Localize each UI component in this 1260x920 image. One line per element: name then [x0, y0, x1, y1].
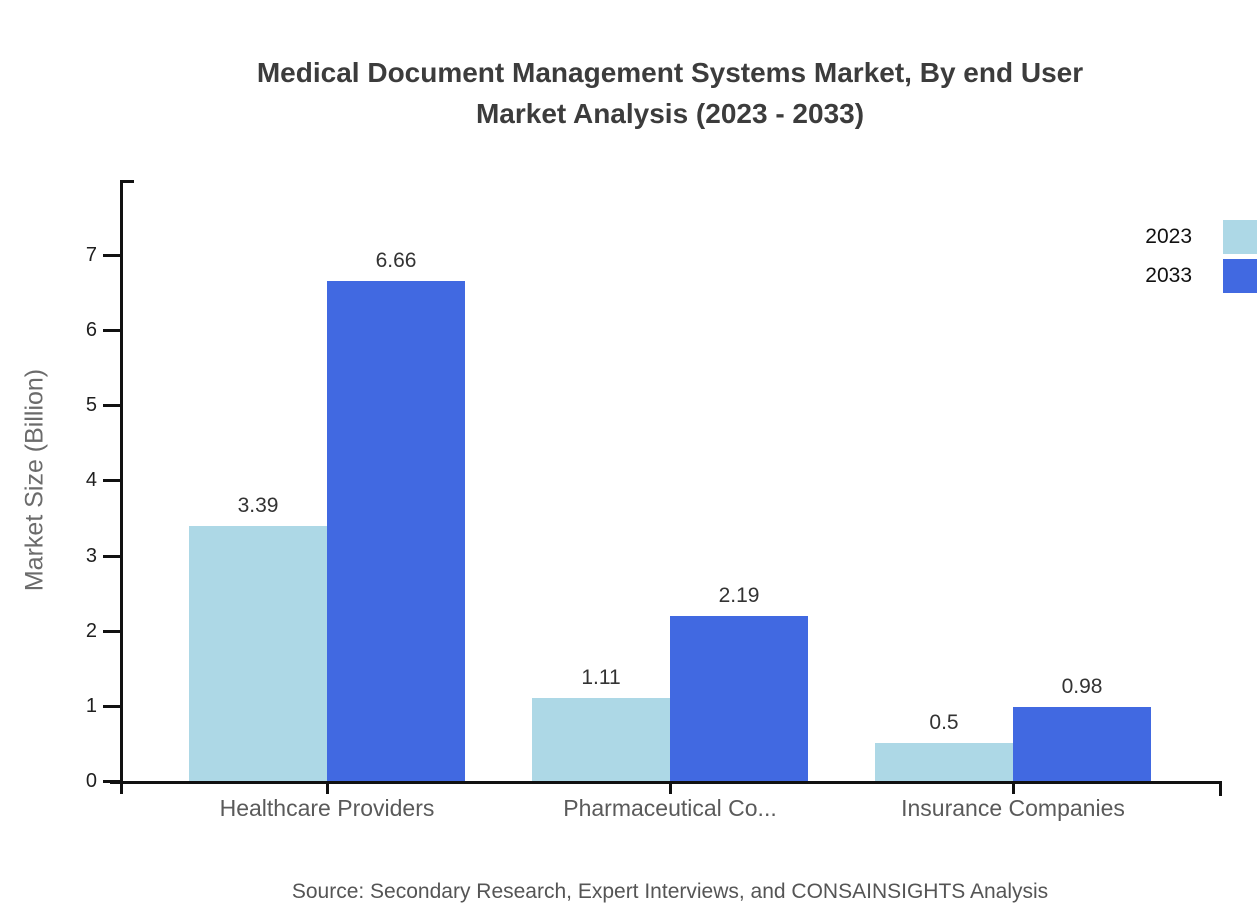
y-tick	[103, 704, 121, 708]
x-axis-line	[110, 781, 1222, 784]
x-tick	[1012, 781, 1015, 794]
bar-2033-group1	[327, 280, 465, 781]
bar-2023-group1	[189, 526, 327, 781]
bar-value-label: 2.19	[718, 584, 760, 608]
y-tick	[103, 554, 121, 558]
bar-value-label: 3.39	[237, 494, 279, 518]
y-tick-label: 2	[85, 619, 97, 642]
y-axis-top-cap	[121, 180, 134, 183]
bar-2033-group3	[1013, 707, 1151, 781]
y-tick	[103, 629, 121, 633]
bar-value-label: 1.11	[581, 665, 621, 689]
y-tick-label: 6	[85, 319, 97, 342]
y-axis-spine	[120, 180, 123, 794]
category-label-1: Healthcare Providers	[219, 795, 435, 821]
y-tick-label: 5	[85, 394, 97, 417]
y-tick-label: 0	[85, 770, 97, 792]
chart-title-line2: Market Analysis (2023 - 2033)	[475, 98, 865, 129]
chart-title: Medical Document Management Systems Mark…	[80, 52, 1260, 134]
bar-2033-group2	[670, 616, 808, 781]
y-tick	[103, 329, 121, 333]
y-tick	[103, 254, 121, 258]
y-tick-label: 7	[85, 244, 97, 267]
bar-2023-group2	[532, 697, 670, 781]
category-label-2: Pharmaceutical Co...	[563, 795, 777, 821]
category-label-3: Insurance Companies	[901, 795, 1125, 821]
bar-value-label: 0.98	[1061, 675, 1103, 699]
bar-value-label: 0.5	[929, 711, 959, 735]
source-note: Source: Secondary Research, Expert Inter…	[291, 880, 1049, 903]
y-tick-label: 4	[85, 469, 97, 492]
bar-2023-group3	[875, 743, 1013, 781]
x-tick	[669, 781, 672, 794]
y-tick-label: 1	[85, 694, 97, 717]
y-tick-label: 3	[85, 544, 97, 567]
y-tick	[103, 404, 121, 408]
x-axis-end-cap	[1219, 781, 1222, 796]
bar-value-label: 6.66	[375, 248, 417, 272]
x-tick	[326, 781, 329, 794]
y-tick	[103, 780, 121, 783]
chart-title-line1: Medical Document Management Systems Mark…	[256, 57, 1084, 88]
y-tick	[103, 479, 121, 483]
